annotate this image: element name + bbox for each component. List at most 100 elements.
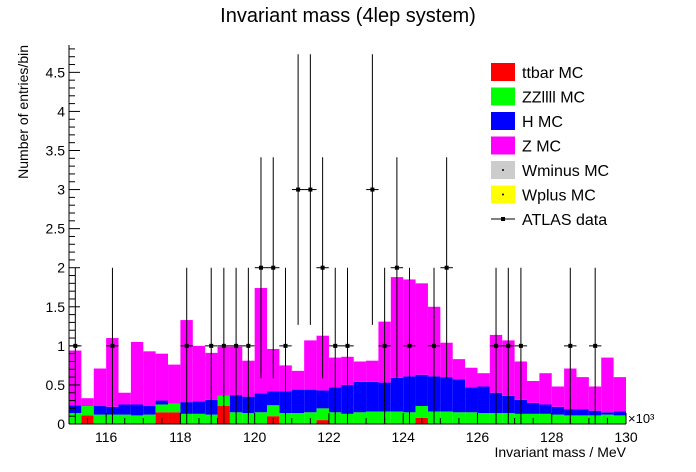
data-point-marker [593,343,598,348]
y-tick-label: 2 [57,260,65,276]
legend-entry: Wplus MC [491,185,596,205]
bar-3-8 [168,364,181,404]
data-point-marker [444,265,449,270]
bar-2-4 [118,404,131,415]
bar-1-1 [81,406,94,416]
data-point-marker [320,265,325,270]
bar-2-43 [601,412,614,415]
data-point-marker [283,343,288,348]
bar-1-44 [613,415,626,424]
data-point-marker [184,343,189,348]
bar-1-41 [576,415,589,424]
bar-3-19 [304,340,317,390]
bar-2-6 [143,406,156,415]
legend-data-marker [501,217,505,221]
data-point-marker [494,343,499,348]
y-axis-label: Number of entries/bin [15,45,31,179]
bar-1-2 [93,414,107,424]
legend-label: Wplus MC [522,188,596,205]
data-point [205,267,218,424]
bar-1-32 [465,412,478,424]
data-point [217,267,231,424]
bar-2-7 [155,400,169,405]
data-point [267,157,280,379]
data-point-marker [394,265,399,270]
y-tick-label: 0.5 [46,377,66,393]
data-point [329,267,342,424]
bar-0-20 [316,420,329,424]
data-point [489,267,503,424]
y-tick-label: 4 [57,103,65,119]
data-point [427,267,441,424]
bar-2-2 [93,406,107,415]
legend-entry: Wminus MC [491,161,609,180]
stacked-histogram [69,277,626,424]
legend-label: H MC [522,114,563,131]
bar-3-7 [155,353,169,401]
legend-dot [502,169,504,171]
bar-3-33 [477,373,490,387]
data-point [378,267,391,424]
data-point-marker [258,265,263,270]
data-point-marker [221,343,226,348]
data-point [366,54,379,325]
data-point-marker [246,343,251,348]
legend-entry-data: ATLAS data [491,212,607,229]
data-point [502,267,515,424]
bar-3-28 [415,283,428,375]
data-point [279,267,292,424]
data-point-marker [209,343,214,348]
data-point [403,267,416,424]
x-tick-label: 118 [169,429,192,445]
data-point [341,267,354,424]
bar-3-4 [118,392,131,405]
data-point-marker [518,343,523,348]
legend-swatch [491,63,515,81]
data-point [514,267,528,424]
data-point-marker [407,343,412,348]
legend-swatch [491,112,515,130]
bar-3-43 [601,357,614,413]
data-point-marker [271,265,276,270]
data-point [180,267,193,424]
bar-1-15 [254,412,268,424]
legend-label: ttbar MC [522,65,583,82]
y-tick-label: 1.5 [46,299,66,315]
bar-3-10 [192,345,206,402]
bar-3-24 [366,360,379,382]
y-tick-label: 1 [57,338,65,354]
bar-0-8 [168,412,181,424]
bar-1-6 [143,414,156,424]
data-point [588,267,602,424]
x-tick-label: 116 [95,429,118,445]
bar-2-23 [353,381,367,413]
bar-3-2 [93,368,107,407]
data-point-marker [333,343,338,348]
y-tick-label: 3 [57,182,65,198]
x-tick-label: 130 [614,429,638,445]
bar-2-16 [267,391,280,406]
bar-3-23 [353,361,367,382]
data-point [440,157,453,379]
bar-2-37 [526,402,540,414]
y-tick-label: 4.5 [46,64,66,80]
y-tick-label: 0 [57,416,65,432]
legend-swatch [491,87,515,106]
bar-2-33 [477,386,490,414]
bar-3-39 [551,386,565,407]
bar-2-41 [576,409,589,416]
bar-1-8 [168,403,181,413]
bar-2-31 [452,379,466,413]
data-point [304,54,317,325]
bar-1-26 [390,411,404,424]
legend-entry: H MC [491,112,563,131]
bar-2-39 [551,406,565,415]
bar-3-6 [143,351,156,407]
x-tick-label: 126 [466,429,490,445]
bar-3-41 [576,377,589,410]
bar-2-10 [192,401,206,414]
y-tick-label: 3.5 [46,142,66,158]
legend-label: ATLAS data [522,212,607,229]
x-axis-label: Invariant mass / MeV [495,444,627,460]
bar-1-33 [477,413,490,424]
